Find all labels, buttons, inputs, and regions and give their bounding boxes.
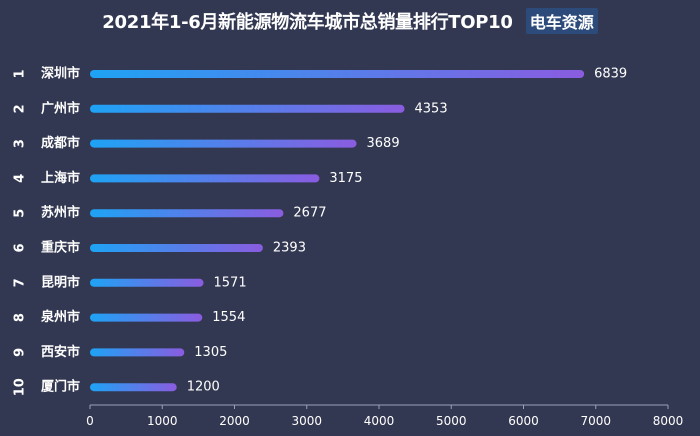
value-label: 1571 [214, 275, 247, 290]
rank-label: 7 [13, 278, 28, 287]
value-label: 4353 [415, 101, 448, 116]
title-area: 2021年1-6月新能源物流车城市总销量排行TOP10 电车资源 [0, 8, 700, 34]
brand-logo: 电车资源 [525, 8, 598, 34]
rank-label: 10 [13, 378, 28, 396]
x-tick-label: 5000 [436, 414, 467, 428]
value-labels: 6839 4353 3689 3175 2677 2393 1571 1554 1305 1200 [187, 67, 628, 395]
rank-labels: 1 2 3 4 5 6 7 8 9 10 [13, 69, 28, 396]
category-label: 深圳市 [41, 66, 80, 82]
category-label: 西安市 [41, 344, 80, 360]
x-tick-label: 3000 [291, 414, 322, 428]
bar [90, 348, 185, 357]
bar [90, 209, 284, 218]
x-tick-label: 6000 [508, 414, 539, 428]
rank-label: 5 [13, 209, 28, 218]
rank-label: 1 [13, 69, 28, 78]
value-label: 2677 [293, 206, 326, 221]
value-label: 2393 [273, 241, 306, 256]
rank-label: 6 [13, 243, 28, 252]
bar [90, 383, 177, 392]
bar [90, 139, 357, 148]
rank-label: 9 [13, 348, 28, 357]
value-label: 3689 [367, 136, 400, 151]
bars [90, 70, 585, 392]
category-label: 苏州市 [41, 205, 80, 221]
category-label: 成都市 [41, 135, 80, 151]
x-tick-label: 1000 [147, 414, 178, 428]
x-tick-label: 0 [86, 414, 94, 428]
value-label: 1305 [194, 345, 227, 360]
rank-label: 3 [13, 139, 28, 148]
x-axis: 0 1000 2000 3000 4000 5000 6000 7000 8000 [86, 404, 684, 428]
category-label: 厦门市 [41, 379, 80, 395]
bar [90, 70, 585, 78]
rank-label: 2 [13, 104, 28, 113]
bar [90, 104, 405, 113]
value-label: 6839 [594, 67, 627, 82]
category-label: 昆明市 [41, 274, 80, 290]
value-label: 1200 [187, 380, 220, 395]
category-label: 上海市 [41, 170, 80, 186]
x-tick-label: 7000 [580, 414, 611, 428]
x-tick-label: 8000 [653, 414, 684, 428]
value-label: 1554 [212, 310, 245, 325]
value-label: 3175 [329, 171, 362, 186]
category-label: 泉州市 [41, 309, 80, 325]
bar [90, 278, 204, 287]
category-label: 重庆市 [41, 240, 80, 256]
bar [90, 244, 263, 252]
category-label: 广州市 [41, 100, 80, 116]
bar [90, 313, 203, 322]
bar [90, 174, 320, 183]
chart-title: 2021年1-6月新能源物流车城市总销量排行TOP10 [102, 12, 513, 33]
rank-label: 4 [13, 174, 28, 183]
x-tick-label: 4000 [364, 414, 395, 428]
x-tick-label: 2000 [219, 414, 250, 428]
rank-label: 8 [13, 313, 28, 322]
